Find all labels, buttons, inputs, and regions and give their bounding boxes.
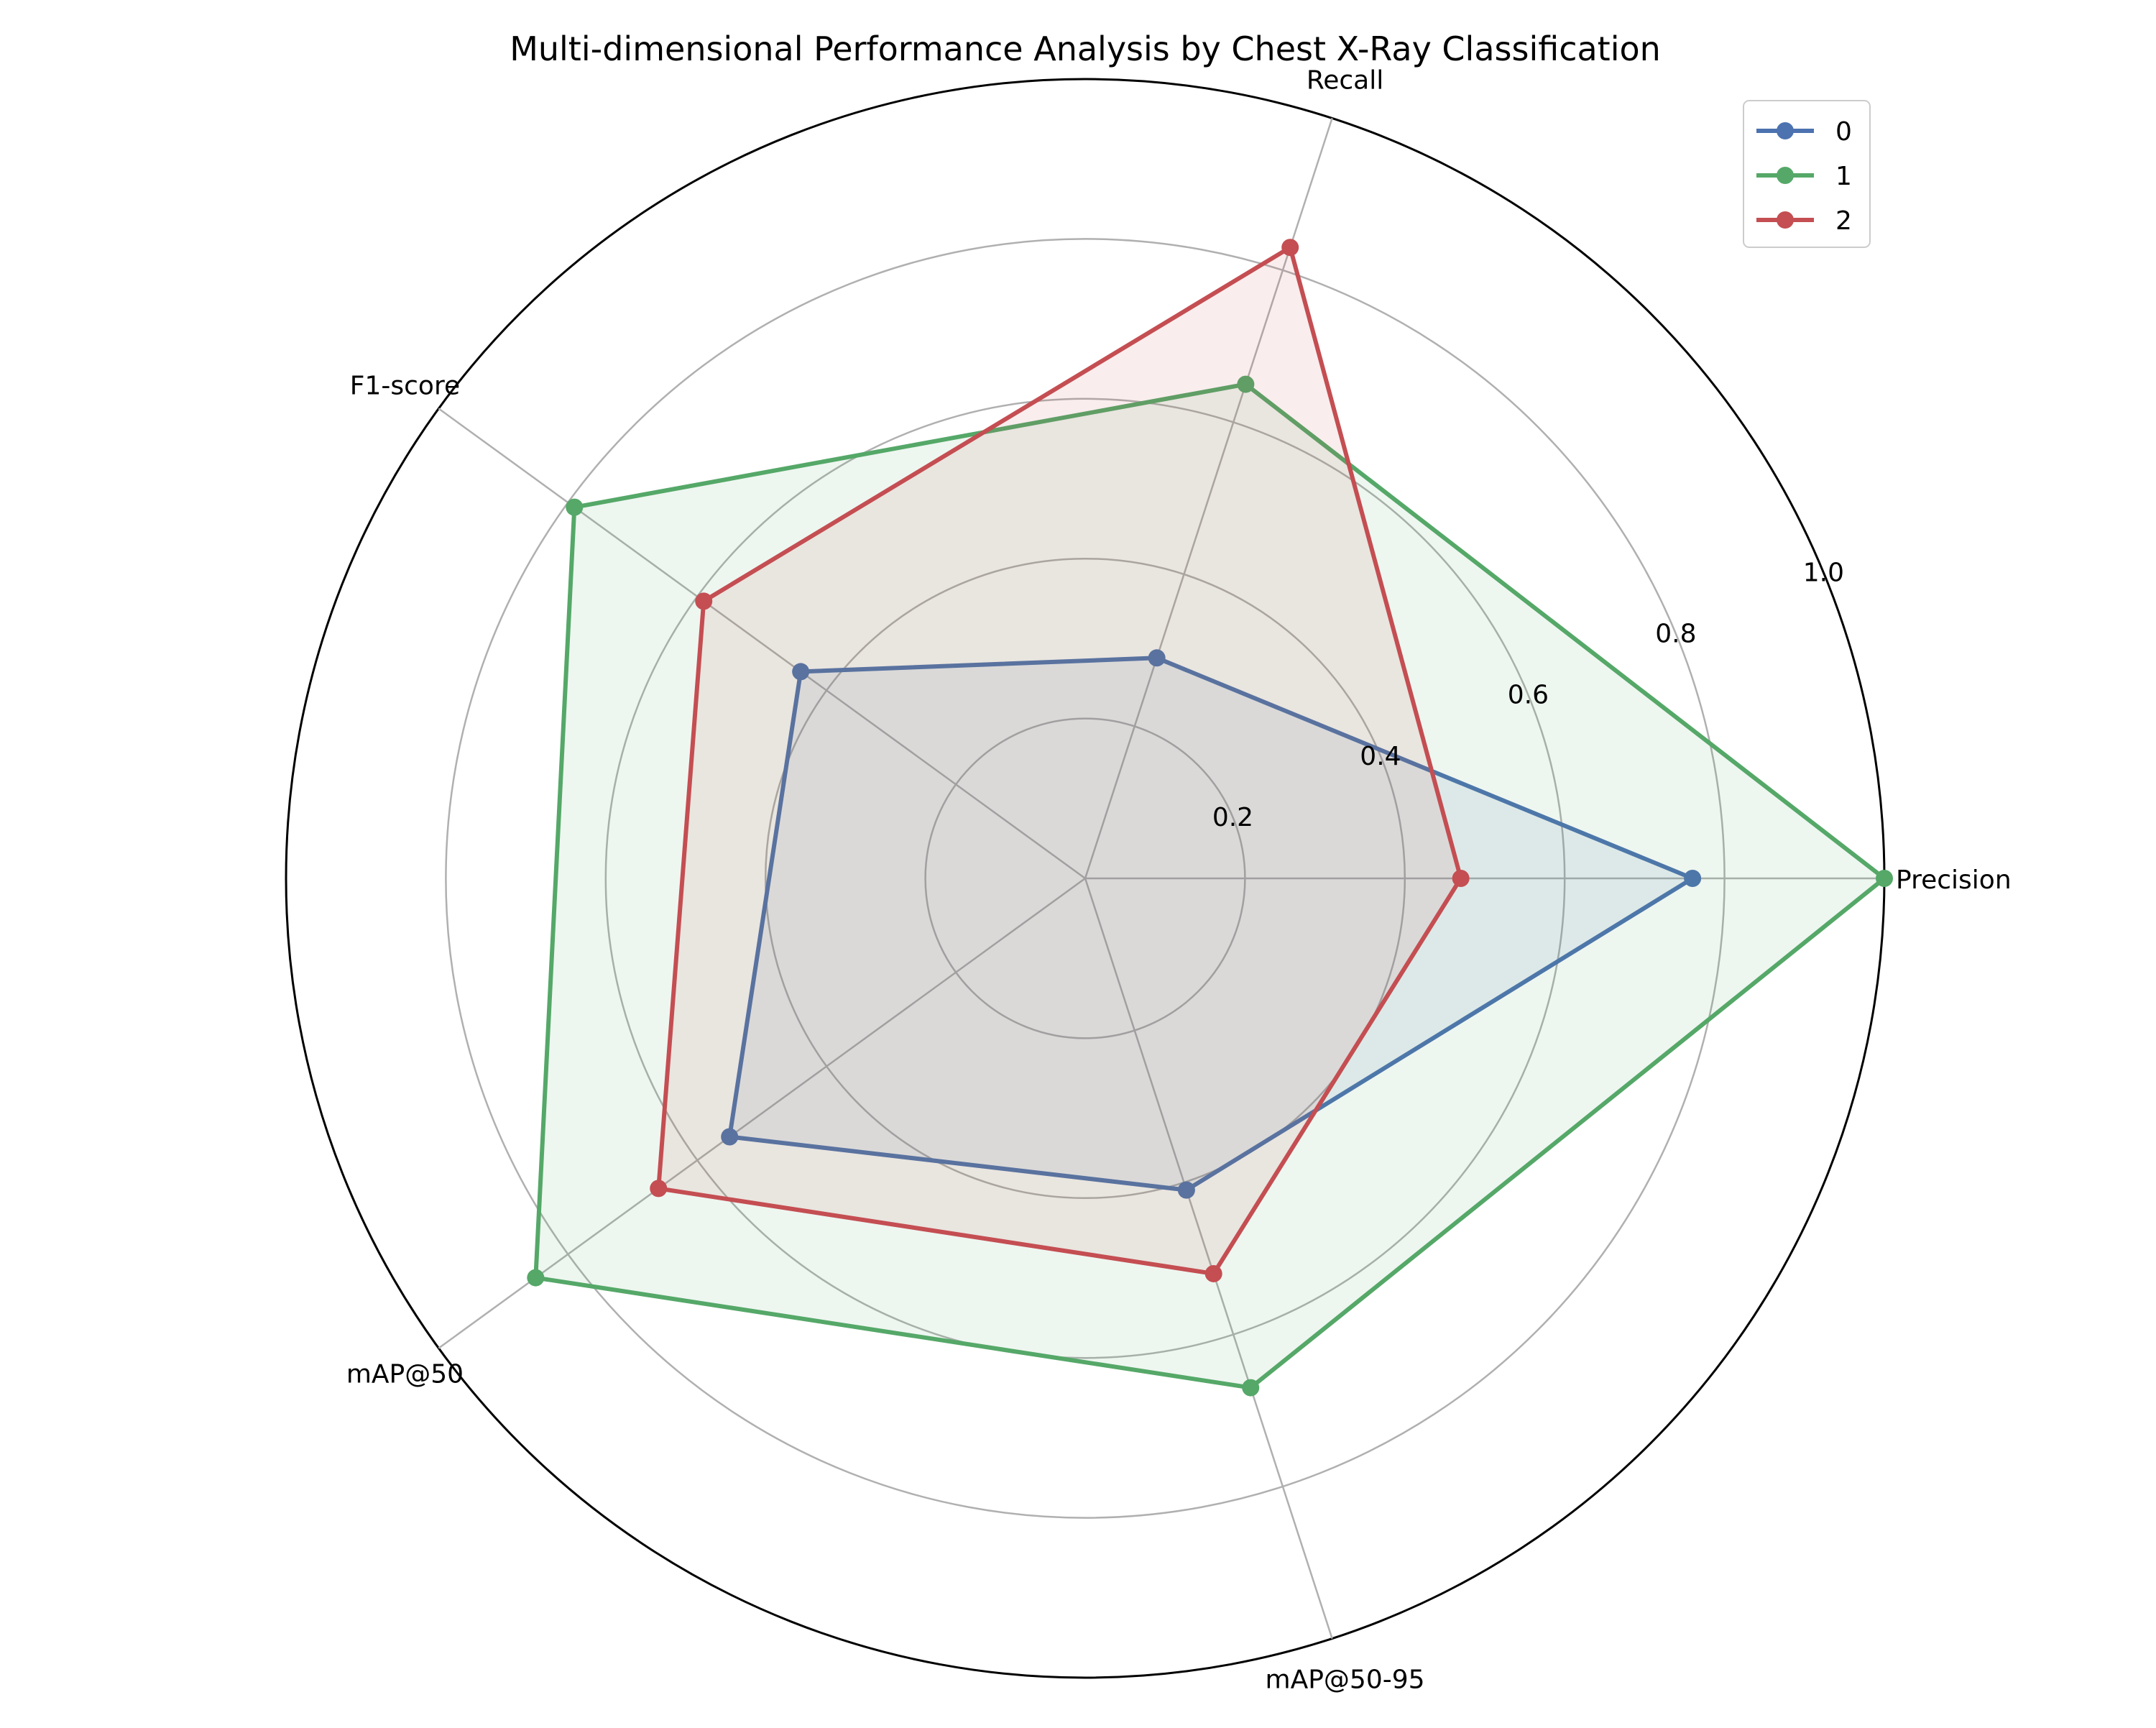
- series-1: [527, 375, 1893, 1397]
- legend-marker-1: [1777, 167, 1794, 184]
- r-tick-label-0: 0.2: [1212, 803, 1253, 832]
- series-2-point-0: [1452, 870, 1470, 887]
- legend-label-2: 2: [1835, 206, 1852, 236]
- axis-label-0: Precision: [1896, 865, 2012, 895]
- series-1-point-1: [1237, 375, 1255, 393]
- series-1-point-4: [1242, 1379, 1260, 1397]
- series-0-point-0: [1684, 870, 1702, 887]
- series-0-point-4: [1177, 1181, 1195, 1199]
- chart-title: Multi-dimensional Performance Analysis b…: [510, 29, 1661, 68]
- spoke-3: [438, 877, 1086, 1349]
- axis-label-2: F1-score: [350, 371, 460, 400]
- series-0-point-2: [792, 663, 810, 681]
- series-1-line: [533, 382, 1886, 1390]
- r-tick-label-1: 0.4: [1360, 742, 1401, 771]
- series-1-point-0: [1876, 870, 1893, 887]
- series-2-fill: [658, 247, 1461, 1274]
- r-tick-label-4: 1.0: [1803, 558, 1844, 587]
- series-layer: [527, 239, 1893, 1397]
- series-0-line: [727, 656, 1695, 1192]
- series-1-point-2: [566, 498, 584, 516]
- r-tick-label-2: 0.6: [1508, 681, 1549, 710]
- axis-label-1: Recall: [1307, 65, 1383, 95]
- series-2-point-2: [695, 592, 713, 610]
- spoke-2: [438, 408, 1086, 880]
- series-2-point-1: [1281, 239, 1299, 257]
- series-2-line: [656, 245, 1463, 1276]
- series-2-point-4: [1204, 1264, 1222, 1282]
- series-1-fill: [535, 384, 1884, 1388]
- legend-label-0: 0: [1835, 117, 1852, 147]
- legend-marker-2: [1777, 211, 1794, 229]
- series-2: [650, 239, 1470, 1282]
- axis-label-4: mAP@50-95: [1266, 1665, 1425, 1695]
- series-0-fill: [729, 658, 1693, 1190]
- spoke-4: [1084, 878, 1333, 1639]
- series-1-point-3: [527, 1269, 545, 1287]
- axis-label-3: mAP@50: [346, 1360, 464, 1389]
- series-0: [721, 649, 1702, 1199]
- legend-marker-0: [1777, 122, 1794, 139]
- grid-layer: [285, 78, 1886, 1679]
- label-layer: Precision Recall F1-score mAP@50 mAP@50-95 0.…: [346, 65, 2012, 1694]
- series-0-point-1: [1148, 649, 1166, 667]
- legend-label-1: 1: [1835, 162, 1852, 191]
- r-tick-label-3: 0.8: [1655, 620, 1696, 649]
- legend: 0 1 2: [1743, 100, 1871, 248]
- series-2-point-3: [650, 1180, 668, 1198]
- series-0-point-3: [721, 1128, 739, 1146]
